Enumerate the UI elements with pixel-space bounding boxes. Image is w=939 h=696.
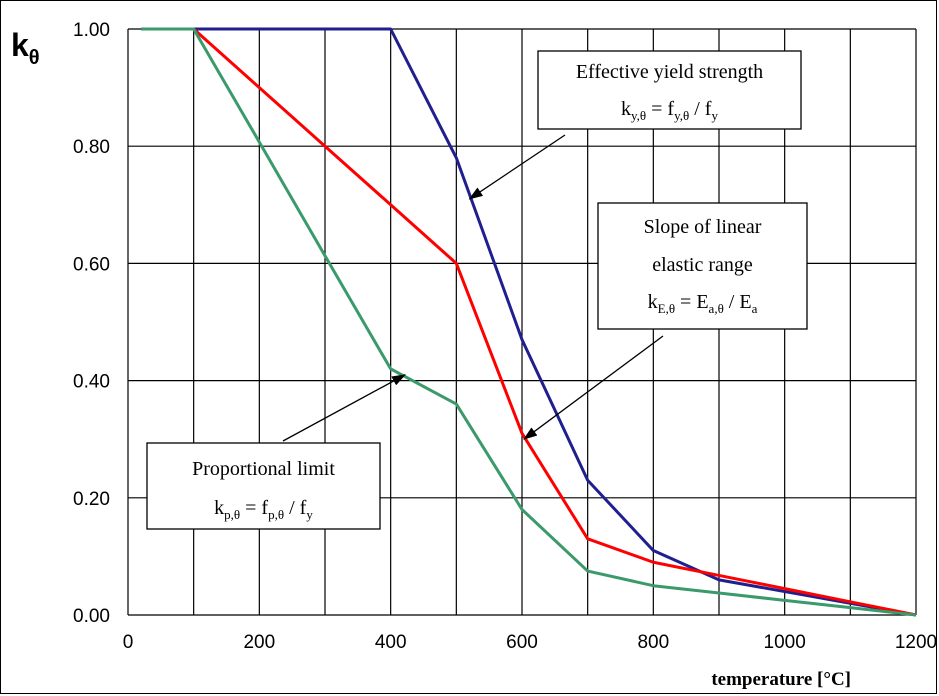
formula-part: E,θ <box>658 301 675 316</box>
y-tick-label: 0.60 <box>73 254 110 275</box>
formula-part: y <box>306 507 313 522</box>
series-line-1 <box>141 27 917 617</box>
annotation-arrow-prop <box>282 374 406 442</box>
annotation-slope: Slope of linear elastic range kE,θ = Ea,θ … <box>597 202 808 330</box>
formula-part: = f <box>240 497 268 519</box>
formula-part: = E <box>675 291 709 313</box>
y-tick-label: 1.00 <box>73 20 110 41</box>
series-lines <box>141 27 917 617</box>
annotation-text: Proportional limit <box>192 458 335 480</box>
formula-part: p,θ <box>224 507 240 522</box>
formula-part: p,θ <box>268 507 284 522</box>
formula-part: a <box>752 301 758 316</box>
annotation-box <box>597 202 808 330</box>
formula-part: k <box>621 98 631 120</box>
tick-labels: 0.00 0.20 0.40 0.60 0.80 1.00 0 200 400 600 800 100… <box>73 20 937 653</box>
formula-part: k <box>648 291 658 313</box>
formula-part: = f <box>646 98 674 120</box>
annotation-text: Slope of linear <box>644 216 762 238</box>
x-tick-label: 0 <box>123 632 134 653</box>
y-tick-label: 0.40 <box>73 372 110 393</box>
formula-part: a,θ <box>709 301 724 316</box>
formula-part: / f <box>689 98 712 120</box>
annotation-formula: kp,θ = fp,θ / fy <box>214 497 313 522</box>
annotation-box <box>537 50 802 130</box>
formula-part: y,θ <box>674 108 689 123</box>
annotation-formula: kE,θ = Ea,θ / Ea <box>648 291 758 316</box>
x-axis-label: temperature [°C] <box>711 669 851 690</box>
formula-part: / E <box>724 291 752 313</box>
x-tick-label: 1200 <box>895 632 937 653</box>
x-tick-label: 400 <box>375 632 407 653</box>
x-tick-label: 800 <box>637 632 669 653</box>
series-line-2 <box>141 27 917 617</box>
x-tick-label: 200 <box>243 632 275 653</box>
formula-part: / f <box>284 497 307 519</box>
annotation-text: elastic range <box>652 254 753 276</box>
y-tick-label: 0.00 <box>73 606 110 627</box>
x-tick-label: 1000 <box>764 632 806 653</box>
x-tick-label: 600 <box>506 632 538 653</box>
formula-part: k <box>214 497 224 519</box>
series-line-3 <box>141 27 917 617</box>
annotation-box <box>146 442 381 530</box>
annotation-arrow-yield <box>468 134 566 200</box>
annotation-text: Effective yield strength <box>576 61 763 83</box>
formula-part: y <box>711 108 718 123</box>
y-axis-label: kθ <box>11 27 40 69</box>
y-tick-label: 0.80 <box>73 137 110 158</box>
annotation-formula: ky,θ = fy,θ / fy <box>621 98 718 123</box>
y-tick-label: 0.20 <box>73 489 110 510</box>
formula-part: y,θ <box>631 108 646 123</box>
annotation-arrows <box>282 134 664 442</box>
annotation-arrow-slope <box>523 335 664 440</box>
